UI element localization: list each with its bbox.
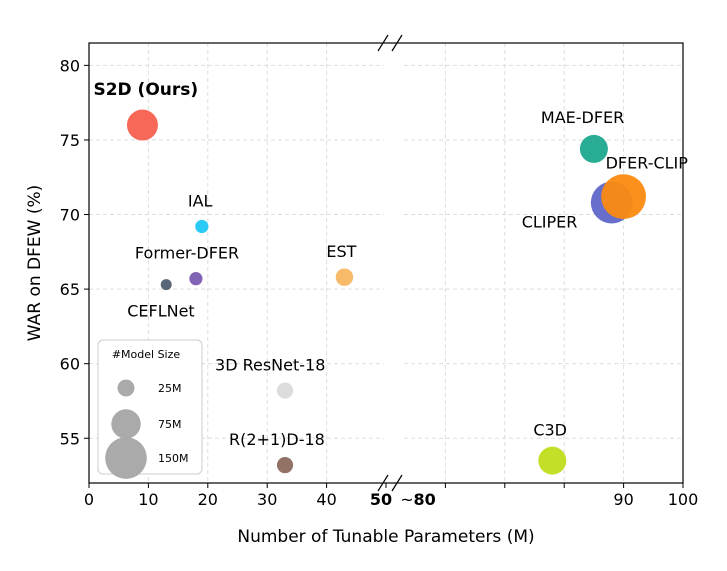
x-tick-label: 0 — [84, 490, 94, 509]
legend-label-25m: 25M — [158, 382, 182, 395]
label-s2d-ours: S2D (Ours) — [93, 80, 198, 100]
point-s2d-ours — [126, 109, 158, 141]
point-est — [335, 268, 354, 286]
point-r-2-1-d-18 — [276, 457, 294, 474]
x-axis-title: Number of Tunable Parameters (M) — [237, 527, 534, 547]
label-cliper: CLIPER — [522, 213, 578, 232]
point-ial — [195, 219, 209, 234]
point-dfer-clip — [601, 174, 646, 220]
x-tick-label: 20 — [198, 490, 218, 509]
point-c3d — [538, 446, 567, 475]
label-c3d: C3D — [533, 421, 567, 440]
axis-ticks: 55 60 65 70 75 80 0 10 20 30 40 90 100 50 ~80 — [60, 56, 699, 509]
label-ial: IAL — [188, 191, 213, 210]
x-break-label-left: 50 — [370, 490, 392, 509]
y-tick-label: 60 — [60, 355, 80, 374]
point-labels: S2D (Ours) IAL Former-DFER CEFLNet EST 3D Res… — [93, 80, 688, 449]
y-tick-label: 80 — [60, 56, 80, 75]
x-break-tilde: ~ — [400, 490, 413, 509]
axis-break — [377, 34, 403, 492]
label-3d-resnet-18: 3D ResNet-18 — [215, 356, 325, 375]
y-tick-label: 75 — [60, 131, 80, 150]
x-tick-label: 40 — [316, 490, 336, 509]
point-former-dfer — [189, 272, 203, 286]
legend-marker-150m — [105, 437, 147, 479]
x-tick-label: 90 — [613, 490, 633, 509]
y-axis-title: WAR on DFEW (%) — [25, 185, 45, 342]
label-mae-dfer: MAE-DFER — [541, 108, 624, 127]
x-break-label-right: 80 — [413, 490, 435, 509]
legend-label-150m: 150M — [158, 452, 189, 465]
label-r-2-1-d-18: R(2+1)D-18 — [229, 430, 325, 449]
legend-title: #Model Size — [112, 348, 181, 361]
legend-marker-25m — [117, 379, 135, 397]
label-est: EST — [326, 242, 356, 261]
label-dfer-clip: DFER-CLIP — [606, 154, 689, 173]
y-tick-label: 70 — [60, 206, 80, 225]
x-tick-label: 10 — [138, 490, 158, 509]
x-tick-label: 100 — [668, 490, 699, 509]
label-ceflnet: CEFLNet — [127, 302, 194, 321]
legend-marker-75m — [111, 409, 141, 439]
legend-label-75m: 75M — [158, 418, 182, 431]
point-ceflnet — [160, 279, 172, 291]
y-tick-label: 65 — [60, 280, 80, 299]
point-3d-resnet-18 — [276, 382, 294, 399]
data-points — [126, 109, 646, 475]
label-former-dfer: Former-DFER — [135, 244, 239, 263]
legend: #Model Size 25M 75M 150M — [97, 339, 203, 479]
x-tick-label: 30 — [257, 490, 277, 509]
break-gap — [384, 41, 401, 485]
point-mae-dfer — [579, 134, 608, 163]
y-tick-label: 55 — [60, 429, 80, 448]
